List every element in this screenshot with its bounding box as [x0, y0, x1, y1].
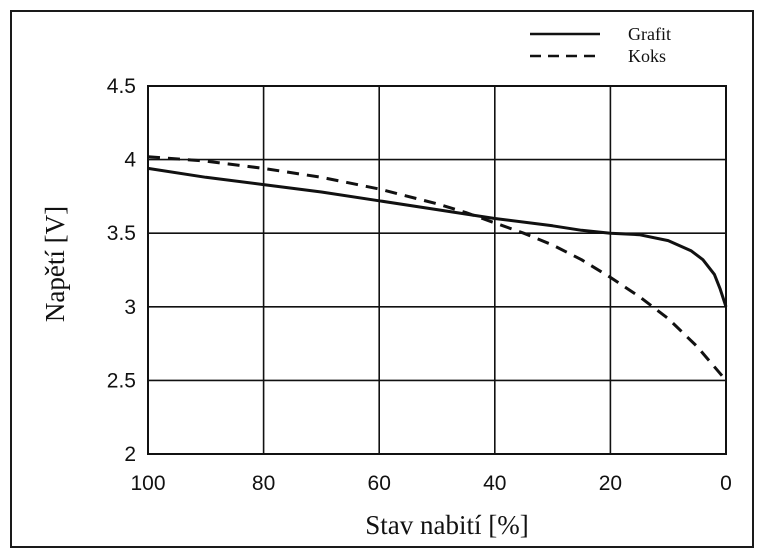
x-tick-label: 0 [720, 472, 732, 495]
series-layer [147, 155, 728, 382]
x-tick-label: 20 [599, 472, 622, 495]
x-tick-label: 100 [130, 472, 165, 495]
plot-area-border [147, 85, 727, 455]
grid [147, 85, 727, 455]
y-tick-label: 4 [124, 149, 136, 172]
legend-label-grafit: Grafit [628, 24, 671, 44]
y-tick-label: 3 [124, 296, 136, 319]
series-line-koks [147, 155, 728, 382]
y-tick-label: 2.5 [107, 369, 136, 392]
y-axis-title: Napětí [V] [40, 206, 70, 322]
y-tick-label: 3.5 [107, 222, 136, 245]
x-axis-title: Stav nabití [%] [365, 510, 528, 540]
x-tick-label: 80 [252, 472, 275, 495]
series-line-grafit [147, 166, 728, 308]
legend-label-koks: Koks [628, 46, 666, 66]
chart-frame [10, 10, 754, 548]
tick-labels: 100 80 60 40 20 0 2 2.5 3 3.5 4 4.5 [107, 75, 732, 495]
y-tick-label: 2 [124, 443, 136, 466]
y-tick-label: 4.5 [107, 75, 136, 98]
x-tick-label: 40 [483, 472, 506, 495]
plot-border [147, 85, 727, 455]
x-tick-label: 60 [368, 472, 391, 495]
